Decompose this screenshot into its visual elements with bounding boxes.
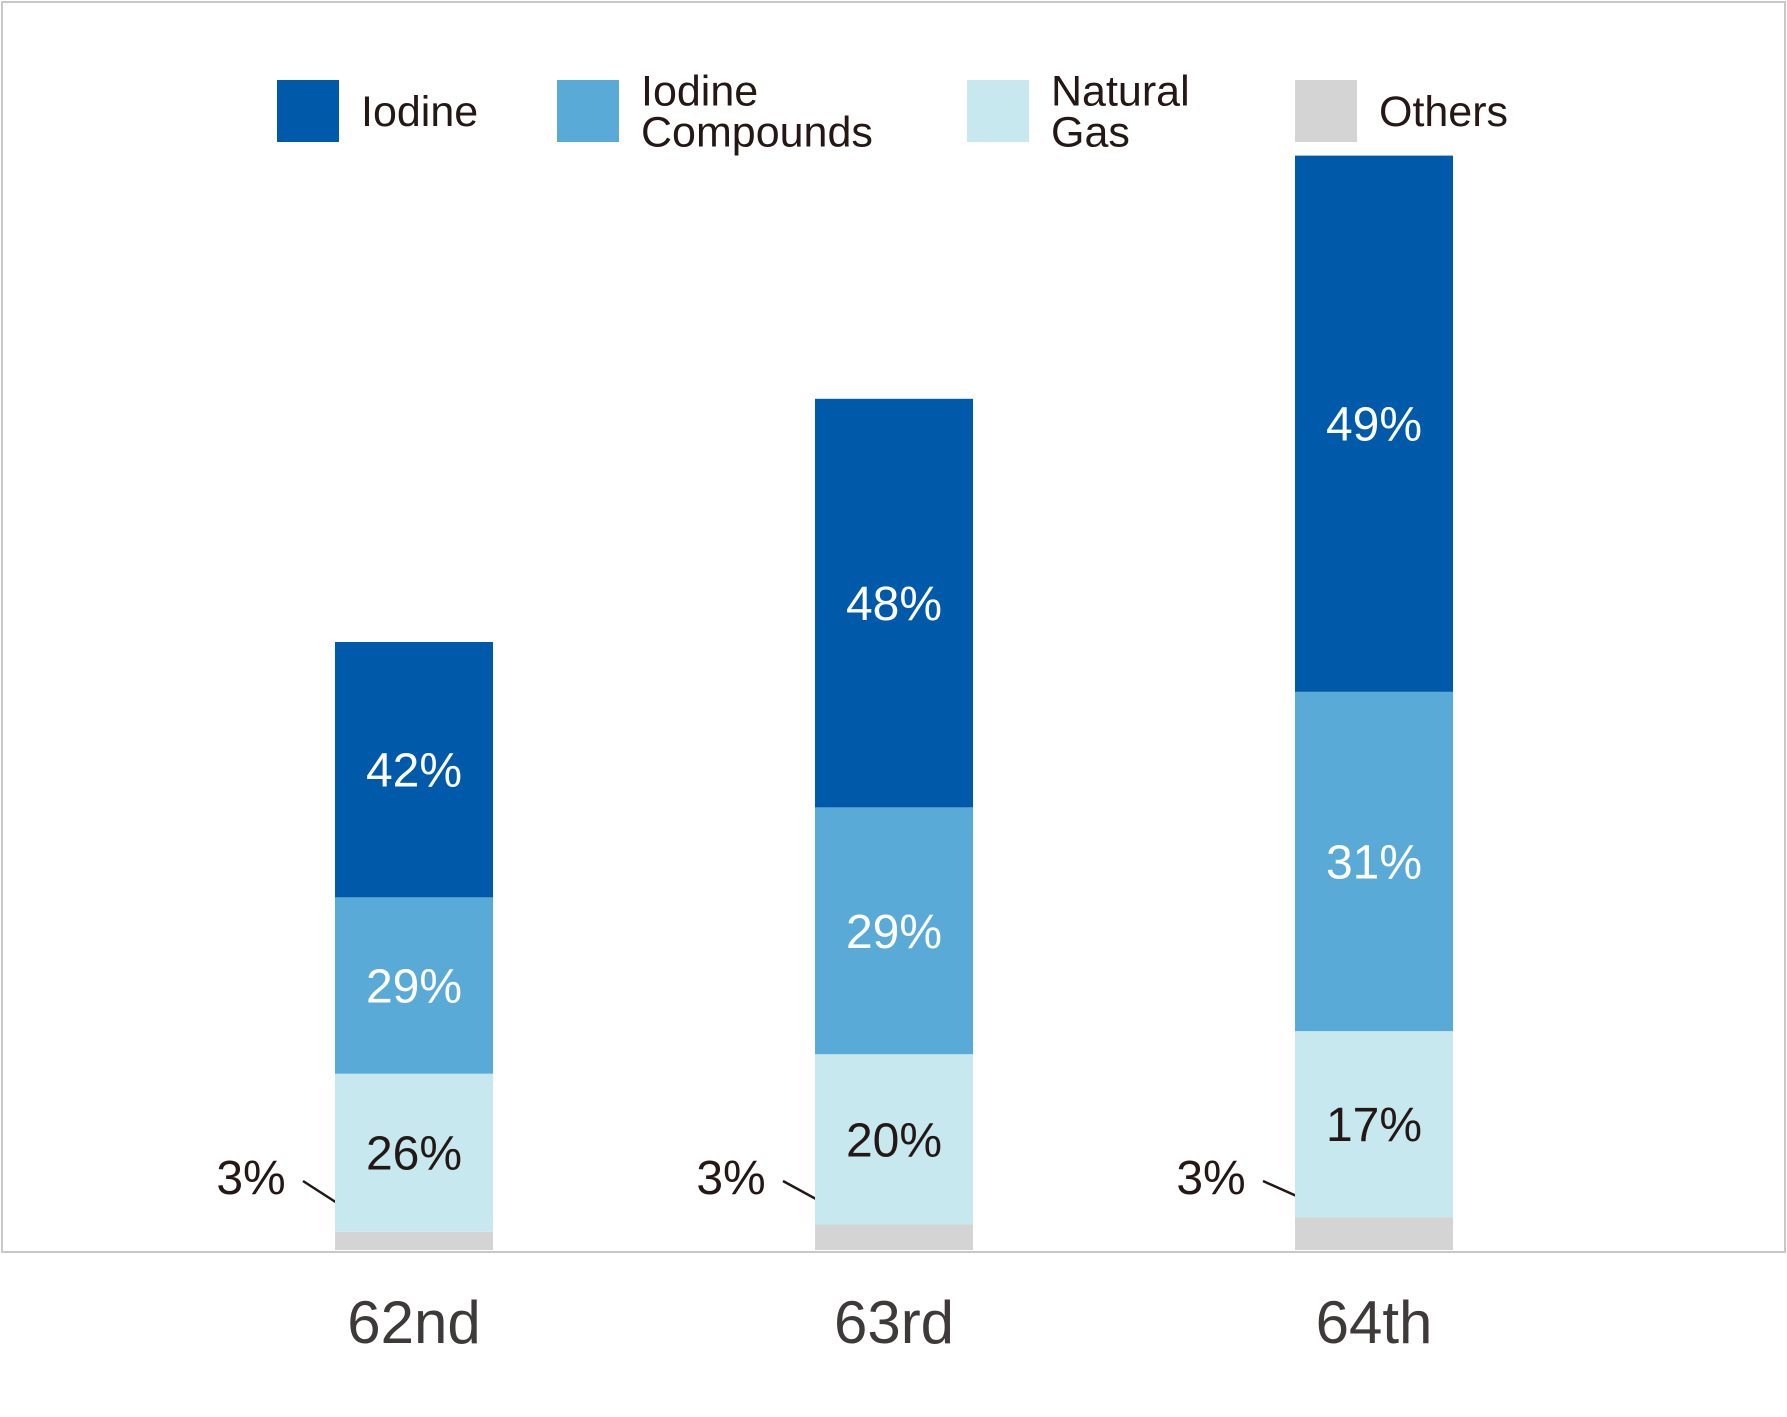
legend-swatch-iodine — [277, 80, 339, 142]
bars-group: 3% 26% 29% 42% 3% 20% 29% 48% 3% 17% 31% 49% — [216, 155, 1453, 1250]
legend-swatch-others — [1295, 80, 1357, 142]
bar-segment-iodine-compounds-62nd — [335, 897, 493, 1074]
legend-swatch-natural-gas — [967, 80, 1029, 142]
bar-segment-others-62nd — [335, 1231, 493, 1250]
bar-64th: 3% 17% 31% 49% — [1176, 155, 1453, 1250]
bar-63rd: 3% 20% 29% 48% — [696, 398, 973, 1250]
legend-label-iodine-compounds-line2: Compounds — [641, 109, 873, 157]
x-tick-label-63rd: 63rd — [834, 1289, 954, 1356]
bar-segment-natural-gas-63rd — [815, 1054, 973, 1225]
x-tick-label-64th: 64th — [1316, 1289, 1433, 1356]
data-label-iodine-compounds-64th: 31% — [1326, 836, 1422, 889]
bar-segment-iodine-62nd — [335, 642, 493, 898]
bar-segment-natural-gas-62nd — [335, 1073, 493, 1232]
data-label-natural-gas-64th: 17% — [1326, 1099, 1422, 1152]
legend-swatch-iodine-compounds — [557, 80, 619, 142]
bar-segment-iodine-63rd — [815, 398, 973, 808]
data-label-iodine-63rd: 48% — [846, 578, 942, 631]
bar-segment-natural-gas-64th — [1295, 1031, 1453, 1218]
legend-item-iodine: Iodine — [277, 80, 478, 142]
bar-segment-iodine-compounds-64th — [1295, 691, 1453, 1032]
legend-label-natural-gas-line2: Gas — [1051, 109, 1130, 157]
x-tick-label-62nd: 62nd — [347, 1289, 480, 1356]
legend-label-others: Others — [1379, 88, 1508, 136]
bar-segment-others-64th — [1295, 1217, 1453, 1250]
bar-segment-iodine-compounds-63rd — [815, 807, 973, 1055]
legend-label-natural-gas-line1: Natural — [1051, 68, 1190, 116]
data-label-iodine-compounds-62nd: 29% — [366, 961, 462, 1014]
legend-item-others: Others — [1295, 80, 1508, 142]
x-axis: 62nd 63rd 64th — [347, 1289, 1432, 1356]
data-label-natural-gas-62nd: 26% — [366, 1128, 462, 1181]
legend-label-iodine: Iodine — [361, 88, 478, 136]
data-label-others-63rd: 3% — [696, 1152, 765, 1205]
bar-62nd: 3% 26% 29% 42% — [216, 642, 493, 1250]
legend-label-iodine-compounds-line1: Iodine — [641, 68, 758, 116]
bar-segment-others-63rd — [815, 1224, 973, 1250]
data-label-others-62nd: 3% — [216, 1152, 285, 1205]
data-label-iodine-62nd: 42% — [366, 745, 462, 798]
data-label-natural-gas-63rd: 20% — [846, 1114, 942, 1167]
data-label-others-64th: 3% — [1176, 1152, 1245, 1205]
data-label-iodine-compounds-63rd: 29% — [846, 906, 942, 959]
bar-segment-iodine-64th — [1295, 155, 1453, 692]
data-label-iodine-64th: 49% — [1326, 399, 1422, 452]
